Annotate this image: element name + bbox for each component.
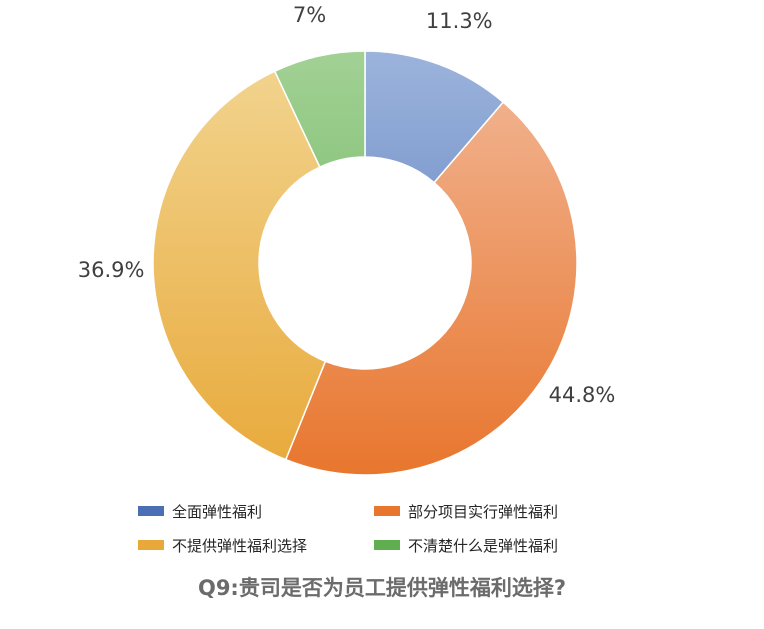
slice-data-label: 44.8% [549, 383, 616, 407]
legend-swatch [138, 540, 164, 550]
slice-data-label: 11.3% [426, 9, 493, 33]
chart-legend: 全面弹性福利 部分项目实行弹性福利 不提供弹性福利选择 不清楚什么是弹性福利 [138, 494, 618, 562]
slice-data-label: 7% [293, 3, 326, 27]
legend-label: 全面弹性福利 [172, 502, 263, 521]
legend-item-partial-flex: 部分项目实行弹性福利 [374, 501, 618, 522]
legend-item-unknown: 不清楚什么是弹性福利 [374, 535, 618, 556]
legend-swatch [374, 540, 400, 550]
donut-slice [152, 70, 327, 461]
legend-item-no-flex: 不提供弹性福利选择 [138, 535, 374, 556]
donut-chart: 11.3% 44.8% 36.9% 7% [78, 3, 616, 476]
legend-item-full-flex: 全面弹性福利 [138, 501, 374, 522]
donut-slice [273, 50, 366, 169]
legend-swatch [138, 506, 164, 516]
legend-label: 不清楚什么是弹性福利 [408, 536, 559, 555]
donut-slice [284, 101, 578, 476]
legend-swatch [374, 506, 400, 516]
chart-title: Q9:贵司是否为员工提供弹性福利选择? [197, 576, 567, 600]
legend-label: 部分项目实行弹性福利 [408, 502, 559, 521]
slice-data-label: 36.9% [78, 258, 145, 282]
legend-label: 不提供弹性福利选择 [172, 536, 308, 555]
